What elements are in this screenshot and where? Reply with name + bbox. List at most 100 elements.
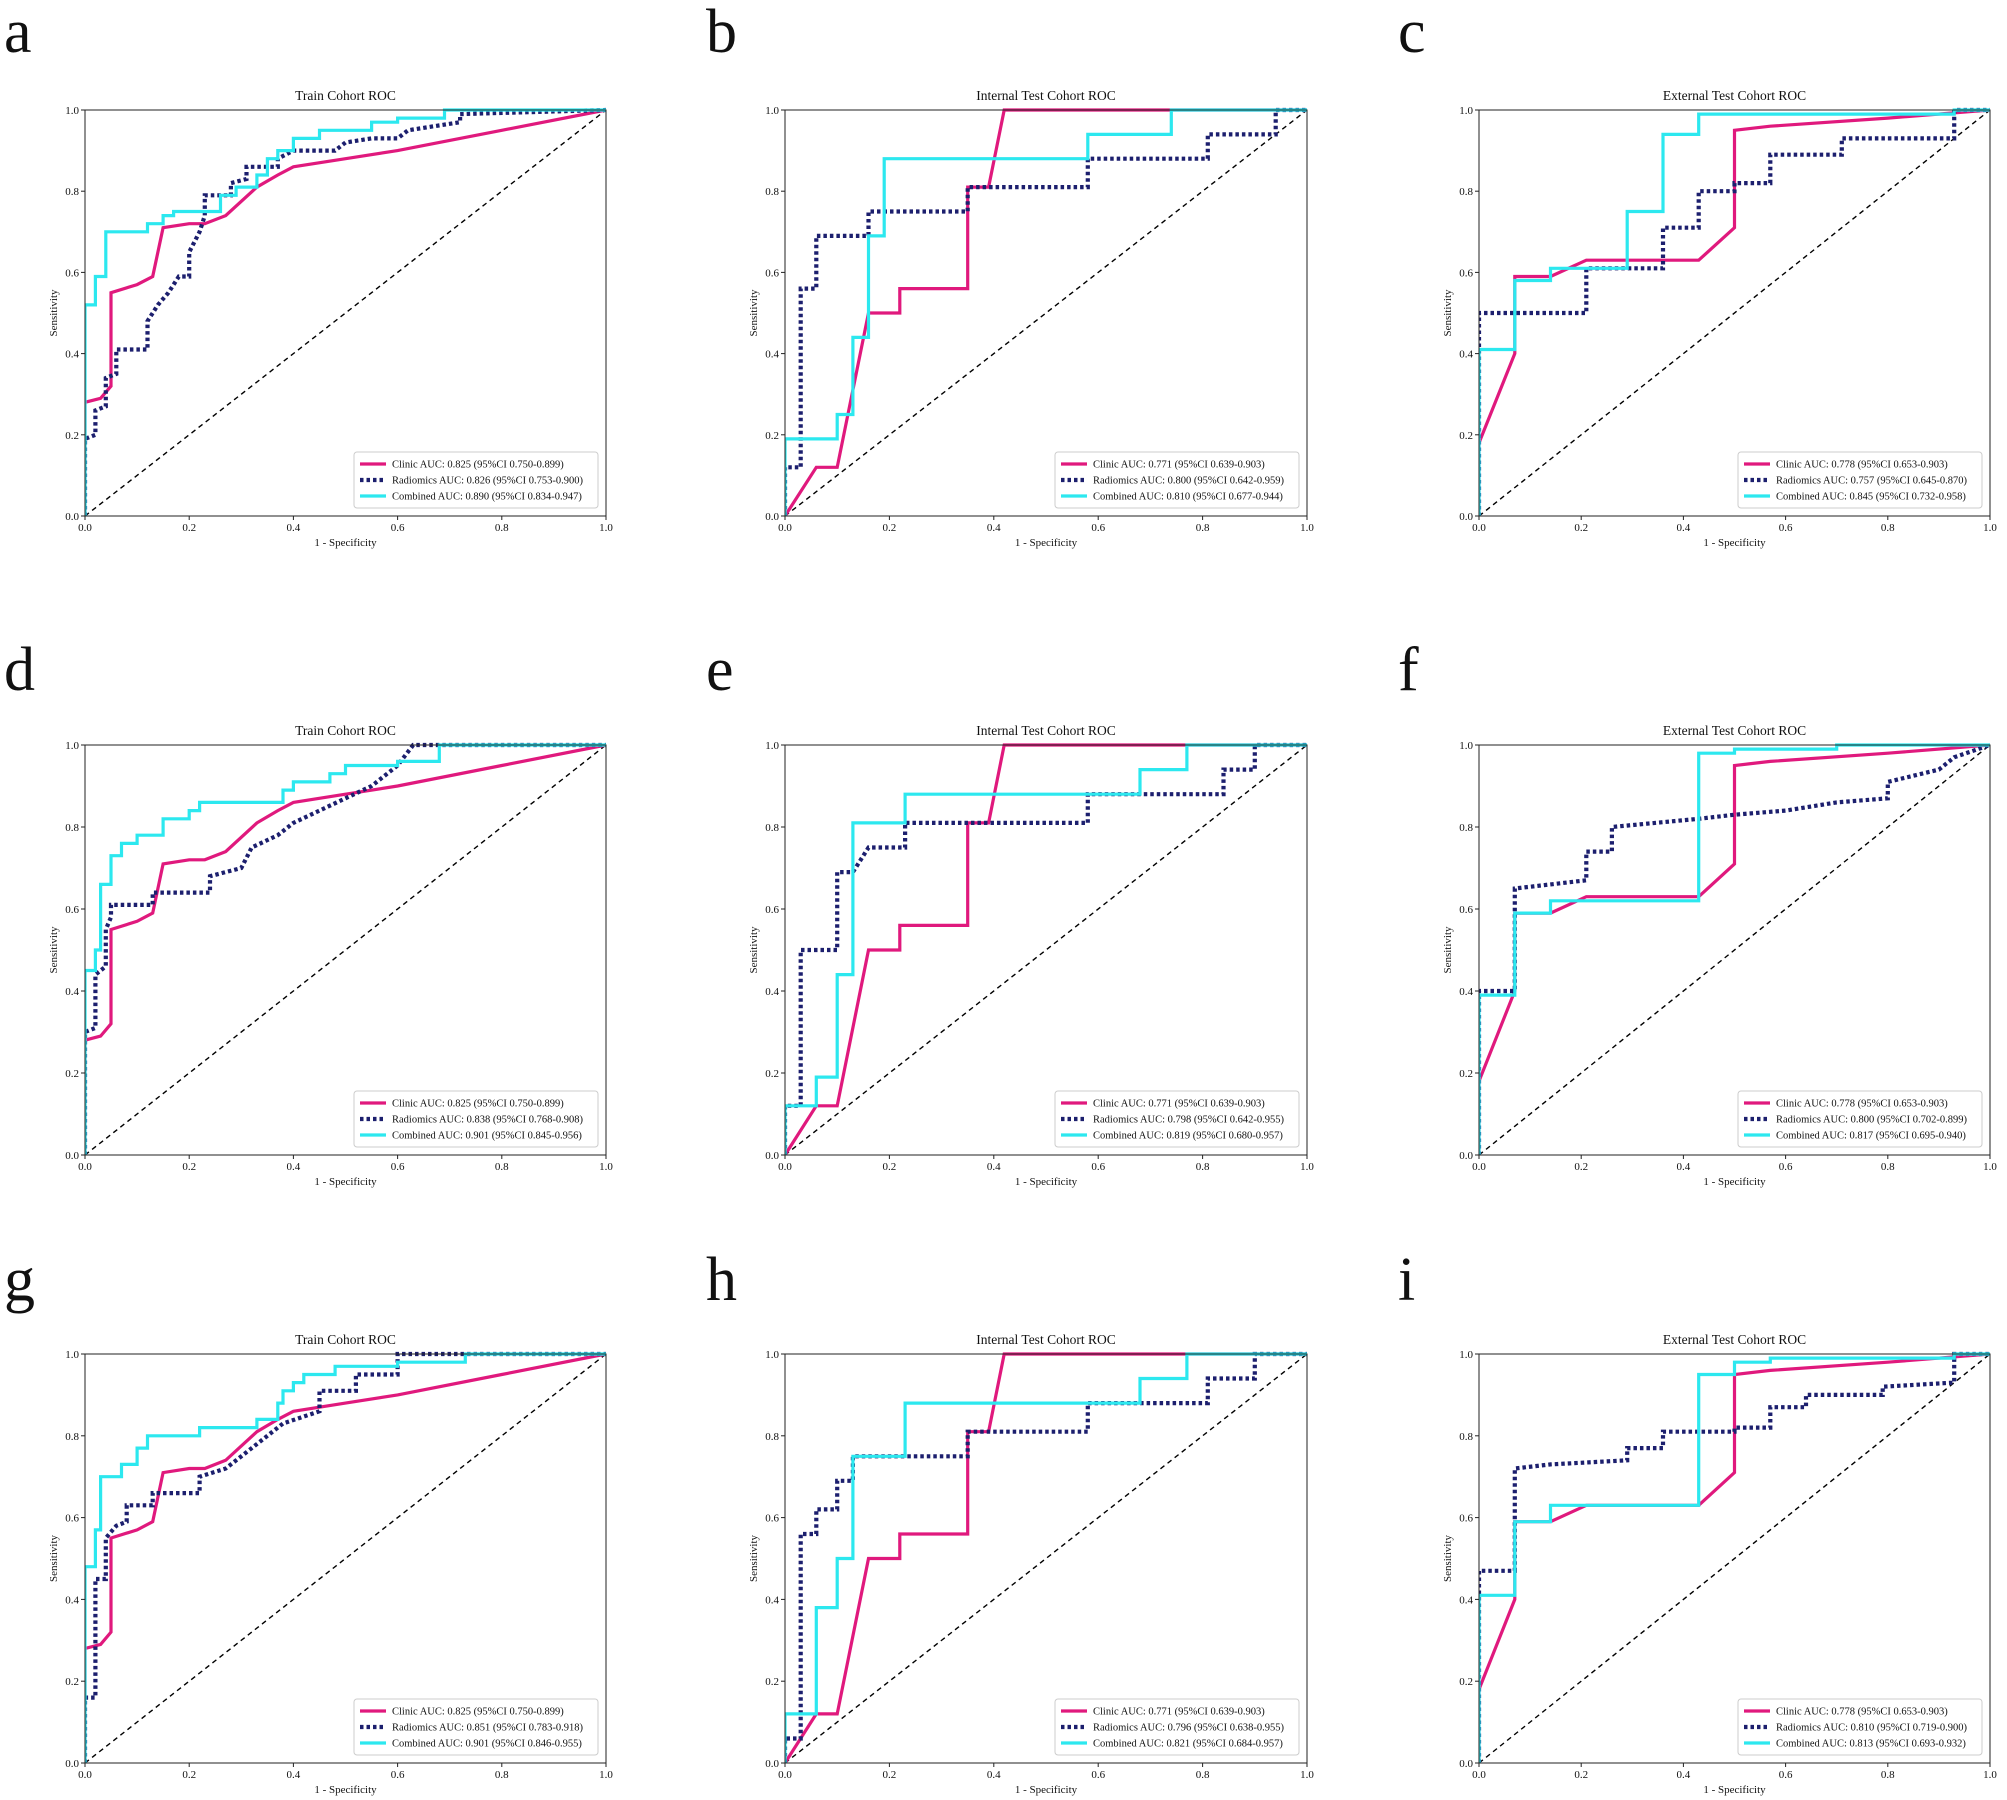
clinic-roc-curve [1479,108,1991,516]
x-tick-label: 0.4 [1677,1769,1691,1781]
radiomics-roc-curve [785,742,1307,1155]
radiomics-roc-curve [785,1351,1307,1763]
x-tick-label: 1.0 [1983,1769,1997,1781]
x-tick-label: 0.6 [1091,1769,1105,1781]
y-tick-label: 0.6 [65,267,79,279]
chart-title: Train Cohort ROC [295,723,396,738]
radiomics-legend-label: Radiomics AUC: 0.851 (95%CI 0.783-0.918) [392,1723,584,1734]
x-axis-label: 1 - Specificity [1703,1176,1766,1188]
x-tick-label: 0.8 [1196,1769,1210,1781]
roc-panel-f: f External Test Cohort ROC 0.00.0 0.2 0.2 0.4… [1398,636,1997,1188]
y-tick-label: 0.0 [765,1150,779,1162]
clinic-roc-curve [85,1352,607,1763]
y-tick-label: 1.0 [1459,1349,1473,1361]
y-tick-label: 0.6 [765,267,779,279]
y-axis-label: Sensitivity [748,926,760,974]
clinic-roc-curve [1479,743,1991,1155]
x-axis-label: 1 - Specificity [1703,537,1766,549]
legend-box [1054,1698,1300,1756]
y-tick-label: 0.0 [765,511,779,523]
radiomics-roc-curve [1479,107,1990,516]
x-tick-label: 1.0 [1983,522,1997,534]
x-tick-label: 0.0 [78,1769,92,1781]
y-tick-label: 0.0 [1459,511,1473,523]
y-tick-label: 0.2 [1459,430,1473,442]
y-tick-label: 0.4 [765,1594,779,1606]
combined-legend-label: Combined AUC: 0.845 (95%CI 0.732-0.958) [1776,492,1966,503]
combined-roc-curve [785,743,1307,1155]
radiomics-legend-label: Radiomics AUC: 0.757 (95%CI 0.645-0.870) [1776,476,1968,487]
roc-panel-g: g Train Cohort ROC 0.00.0 0.2 0.2 0.4 0.4 0.6 0.… [4,1246,613,1796]
legend: Clinic AUC: 0.778 (95%CI 0.653-0.903) Rad… [1737,1698,1983,1756]
clinic-legend-label: Clinic AUC: 0.771 (95%CI 0.639-0.903) [1093,460,1265,471]
x-axis-label: 1 - Specificity [1015,537,1078,549]
x-tick-label: 0.2 [883,1161,897,1173]
legend: Clinic AUC: 0.778 (95%CI 0.653-0.903) Rad… [1737,451,1983,509]
combined-roc-curve [85,743,606,1155]
radiomics-roc-curve [785,107,1307,516]
legend-box [1054,451,1300,509]
x-tick-label: 0.0 [78,522,92,534]
x-tick-label: 1.0 [1300,522,1314,534]
legend: Clinic AUC: 0.771 (95%CI 0.639-0.903) Rad… [1054,1090,1300,1148]
legend-box [1054,1090,1300,1148]
clinic-roc-curve [85,743,607,1155]
x-tick-label: 0.2 [182,522,196,534]
y-tick-label: 0.8 [765,186,779,198]
x-tick-label: 0.4 [287,1161,301,1173]
y-tick-label: 1.0 [65,105,79,117]
x-tick-label: 0.6 [1091,522,1105,534]
roc-panel-b: b Internal Test Cohort ROC 0.00.0 0.2 0.2 0.4… [706,0,1314,549]
clinic-legend-label: Clinic AUC: 0.825 (95%CI 0.750-0.899) [392,1707,564,1718]
y-tick-label: 0.4 [765,986,779,998]
x-tick-label: 1.0 [1300,1769,1314,1781]
legend-box [353,1090,599,1148]
y-axis-label: Sensitivity [48,289,60,337]
x-tick-label: 0.0 [78,1161,92,1173]
y-tick-label: 0.4 [1459,986,1473,998]
y-tick-label: 0.4 [65,986,79,998]
x-tick-label: 0.4 [287,1769,301,1781]
plot-frame [1478,744,1991,1156]
radiomics-legend-label: Radiomics AUC: 0.796 (95%CI 0.638-0.955) [1093,1723,1285,1734]
panel-letter: g [4,1246,35,1314]
x-tick-label: 1.0 [599,1769,613,1781]
x-tick-label: 1.0 [1983,1161,1997,1173]
chance-diagonal-line [784,109,1308,517]
legend: Clinic AUC: 0.825 (95%CI 0.750-0.899) Rad… [353,1698,599,1756]
chart-title: Train Cohort ROC [295,1332,396,1347]
plot-frame [1478,1353,1991,1764]
combined-legend-label: Combined AUC: 0.819 (95%CI 0.680-0.957) [1093,1131,1283,1142]
y-tick-label: 0.6 [1459,267,1473,279]
chance-diagonal-line [84,1353,607,1764]
x-tick-label: 0.2 [883,1769,897,1781]
x-axis-label: 1 - Specificity [314,537,377,549]
radiomics-legend-label: Radiomics AUC: 0.826 (95%CI 0.753-0.900) [392,476,584,487]
x-tick-label: 0.6 [1779,1769,1793,1781]
roc-panel-a: a Train Cohort ROC 0.00.0 0.2 0.2 0.4 0.4 0.6 0.… [4,0,613,549]
x-tick-label: 0.4 [987,1769,1001,1781]
y-tick-label: 0.8 [65,186,79,198]
chance-diagonal-line [1478,109,1991,517]
clinic-legend-label: Clinic AUC: 0.771 (95%CI 0.639-0.903) [1093,1099,1265,1110]
y-tick-label: 0.4 [1459,1594,1473,1606]
x-tick-label: 0.6 [1779,522,1793,534]
panel-letter: b [706,0,737,66]
combined-legend-label: Combined AUC: 0.901 (95%CI 0.846-0.955) [392,1739,582,1750]
combined-legend-label: Combined AUC: 0.810 (95%CI 0.677-0.944) [1093,492,1283,503]
y-tick-label: 0.2 [1459,1676,1473,1688]
x-tick-label: 0.0 [1472,522,1486,534]
y-tick-label: 0.0 [1459,1150,1473,1162]
x-tick-label: 1.0 [1300,1161,1314,1173]
x-axis-label: 1 - Specificity [1703,1784,1766,1796]
x-tick-label: 0.6 [1091,1161,1105,1173]
panel-letter: e [706,636,734,704]
y-tick-label: 0.6 [65,904,79,916]
x-tick-label: 0.6 [1779,1161,1793,1173]
x-tick-label: 0.0 [1472,1769,1486,1781]
plot-frame [1478,109,1991,517]
y-tick-label: 1.0 [765,740,779,752]
legend-box [353,1698,599,1756]
radiomics-roc-curve [1479,1351,1990,1763]
chance-diagonal-line [1478,1353,1991,1764]
